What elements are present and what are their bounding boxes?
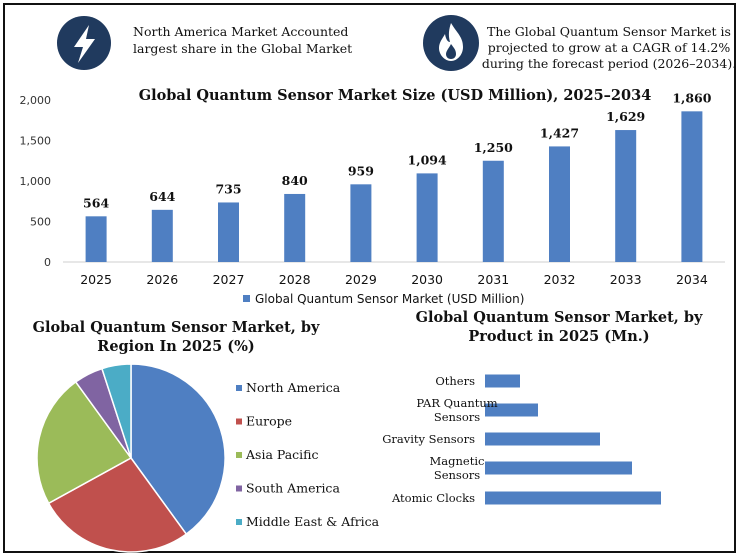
x-tick-label: 2032 — [544, 272, 576, 287]
pie-legend-label: South America — [246, 481, 340, 496]
x-tick-label: 2031 — [477, 272, 509, 287]
product-label: Sensors — [434, 468, 480, 482]
product-label: Others — [435, 374, 475, 388]
x-tick-label: 2030 — [411, 272, 443, 287]
bar-2027 — [218, 202, 239, 262]
region-pie-chart: Global Quantum Sensor Market, by Region … — [33, 319, 380, 553]
bar-2032 — [549, 146, 570, 262]
x-tick-label: 2033 — [610, 272, 642, 287]
callout-1-line1: North America Market Accounted — [133, 24, 348, 39]
product-bar — [485, 374, 520, 388]
bar-legend-label: Global Quantum Sensor Market (USD Millio… — [255, 292, 524, 306]
bar-2033 — [615, 130, 637, 262]
pie-legend-swatch — [236, 452, 242, 458]
pie-legend-label: North America — [246, 380, 341, 395]
bar-value-label: 644 — [149, 189, 175, 204]
pie-slice-europe — [47, 457, 188, 553]
market-size-bar-chart: Global Quantum Sensor Market Size (USD M… — [20, 87, 725, 306]
product-label: PAR Quantum — [416, 396, 497, 410]
bar-value-label: 1,250 — [474, 140, 513, 155]
infographic-frame: North America Market Accounted largest s… — [3, 3, 736, 553]
product-chart-title-line2: Product in 2025 (Mn.) — [468, 328, 649, 345]
x-tick-label: 2029 — [345, 272, 377, 287]
pie-legend-label: Middle East & Africa — [246, 514, 380, 529]
y-tick-label: 1,000 — [20, 175, 52, 188]
bar-value-label: 840 — [282, 173, 308, 188]
bar-2026 — [151, 209, 173, 262]
product-chart-title-line1: Global Quantum Sensor Market, by — [416, 309, 703, 326]
bar-chart-y-axis: 0 500 1,000 1,500 2,000 — [20, 94, 52, 269]
flame-icon-inner — [446, 44, 456, 59]
x-tick-label: 2027 — [213, 272, 245, 287]
bar-chart-bars: 564 644 735 840 959 1,094 1,250 1,427 1,629 1,860 — [83, 90, 712, 262]
bar-2031 — [482, 160, 504, 262]
bar-value-label: 735 — [215, 181, 241, 196]
x-tick-label: 2025 — [80, 272, 112, 287]
callout-2-line2: projected to grow at a CAGR of 14.2% — [488, 40, 731, 55]
product-bars — [485, 374, 661, 505]
callout-cagr: The Global Quantum Sensor Market is proj… — [423, 15, 736, 71]
product-bar — [485, 403, 538, 417]
callout-1-line2: largest share in the Global Market — [133, 41, 352, 56]
bar-legend-swatch — [243, 295, 250, 302]
bar-chart-x-axis: 2025 2026 2027 2028 2029 2030 2031 2032 2033 2034 — [80, 272, 708, 287]
bar-value-label: 1,860 — [672, 90, 711, 105]
product-label: Gravity Sensors — [382, 432, 475, 446]
callout-north-america: North America Market Accounted largest s… — [57, 16, 352, 70]
y-tick-label: 2,000 — [20, 94, 52, 107]
bar-2025 — [85, 216, 107, 262]
pie-slice-asia-pacific — [36, 380, 133, 505]
flame-icon — [439, 23, 463, 61]
pie-slices — [36, 363, 226, 553]
bar-value-label: 1,094 — [408, 152, 447, 167]
y-tick-label: 0 — [44, 256, 51, 269]
bar-value-label: 959 — [348, 163, 374, 178]
callout-2-line1: The Global Quantum Sensor Market is — [487, 24, 731, 39]
product-bar — [485, 432, 600, 446]
y-tick-label: 500 — [30, 216, 51, 229]
pie-legend-swatch — [236, 519, 242, 525]
product-label: Magnetic — [430, 454, 485, 468]
bar-value-label: 1,427 — [540, 125, 579, 140]
pie-chart-title-line1: Global Quantum Sensor Market, by — [33, 319, 320, 336]
bar-value-label: 564 — [83, 195, 109, 210]
x-tick-label: 2034 — [676, 272, 708, 287]
bar-2030 — [416, 173, 438, 262]
pie-legend-label: Europe — [246, 414, 292, 429]
bar-chart-title: Global Quantum Sensor Market Size (USD M… — [139, 87, 652, 104]
lightning-icon — [74, 25, 95, 63]
pie-legend-swatch — [236, 418, 242, 425]
pie-slice-middle-east-africa — [101, 363, 132, 459]
product-label: Sensors — [434, 410, 480, 424]
bar-2028 — [284, 193, 306, 262]
pie-chart-title-line2: Region In 2025 (%) — [97, 338, 254, 355]
bar-value-label: 1,629 — [606, 109, 645, 124]
bar-2029 — [350, 184, 372, 262]
pie-legend-swatch — [236, 485, 242, 492]
pie-legend: North America Europe Asia Pacific South Ame… — [236, 380, 380, 529]
y-tick-label: 1,500 — [20, 135, 52, 148]
callout-2-line3: during the forecast period (2026–2034). — [482, 56, 736, 71]
infographic-canvas: North America Market Accounted largest s… — [20, 15, 736, 553]
pie-slice-north-america — [130, 363, 226, 536]
x-tick-label: 2026 — [146, 272, 178, 287]
pie-legend-label: Asia Pacific — [245, 447, 319, 462]
product-label: Atomic Clocks — [391, 491, 475, 505]
x-tick-label: 2028 — [279, 272, 311, 287]
product-bar-chart: Global Quantum Sensor Market, by Product… — [382, 309, 703, 505]
product-bar — [485, 491, 661, 505]
bar-2034 — [681, 111, 703, 262]
pie-legend-swatch — [236, 385, 242, 391]
product-bar — [485, 461, 632, 475]
